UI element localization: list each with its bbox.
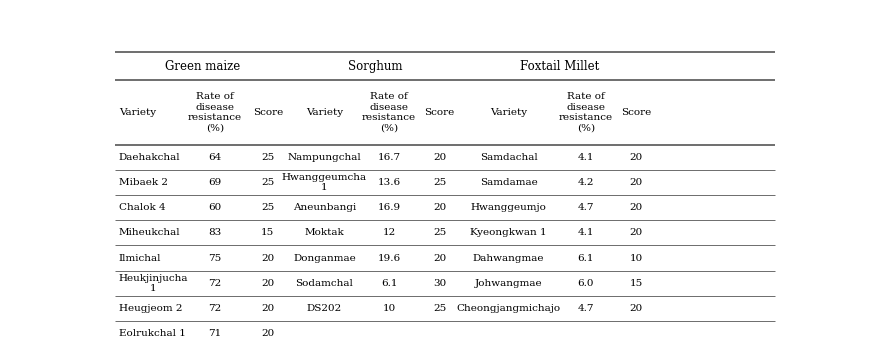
Text: 6.0: 6.0 [578, 279, 594, 288]
Text: Cheongjangmichajo: Cheongjangmichajo [456, 304, 561, 313]
Text: Ilmichal: Ilmichal [119, 254, 162, 262]
Text: 6.1: 6.1 [578, 254, 594, 262]
Text: 25: 25 [433, 178, 447, 187]
Text: 75: 75 [208, 254, 222, 262]
Text: Daehakchal: Daehakchal [119, 153, 181, 162]
Text: Johwangmae: Johwangmae [474, 279, 542, 288]
Text: 64: 64 [208, 153, 222, 162]
Text: 20: 20 [630, 153, 643, 162]
Text: 20: 20 [433, 203, 447, 212]
Text: 69: 69 [208, 178, 222, 187]
Text: 71: 71 [208, 329, 222, 338]
Text: 15: 15 [630, 279, 643, 288]
Text: Chalok 4: Chalok 4 [119, 203, 165, 212]
Text: 25: 25 [262, 153, 275, 162]
Text: Aneunbangi: Aneunbangi [293, 203, 356, 212]
Text: Score: Score [621, 108, 652, 117]
Text: 20: 20 [630, 228, 643, 237]
Text: Donganmae: Donganmae [293, 254, 355, 262]
Text: 15: 15 [262, 228, 275, 237]
Text: 25: 25 [433, 228, 447, 237]
Text: Variety: Variety [306, 108, 343, 117]
Text: 10: 10 [630, 254, 643, 262]
Text: DS202: DS202 [307, 304, 342, 313]
Text: 20: 20 [630, 203, 643, 212]
Text: Sodamchal: Sodamchal [295, 279, 354, 288]
Text: Hwanggeumjo: Hwanggeumjo [471, 203, 547, 212]
Text: 19.6: 19.6 [377, 254, 401, 262]
Text: 20: 20 [262, 304, 275, 313]
Text: 10: 10 [382, 304, 395, 313]
Text: Variety: Variety [490, 108, 527, 117]
Text: Rate of
disease
resistance
(%): Rate of disease resistance (%) [559, 92, 613, 132]
Text: 12: 12 [382, 228, 395, 237]
Text: Rate of
disease
resistance
(%): Rate of disease resistance (%) [362, 92, 416, 132]
Text: Mibaek 2: Mibaek 2 [119, 178, 168, 187]
Text: 4.7: 4.7 [578, 203, 594, 212]
Text: Samdachal: Samdachal [480, 153, 538, 162]
Text: Kyeongkwan 1: Kyeongkwan 1 [470, 228, 547, 237]
Text: 60: 60 [208, 203, 222, 212]
Text: Miheukchal: Miheukchal [119, 228, 181, 237]
Text: 20: 20 [433, 153, 447, 162]
Text: 72: 72 [208, 304, 222, 313]
Text: 4.1: 4.1 [578, 153, 594, 162]
Text: 20: 20 [630, 178, 643, 187]
Text: Green maize: Green maize [164, 60, 240, 72]
Text: Sorghum: Sorghum [348, 60, 402, 72]
Text: Samdamae: Samdamae [480, 178, 538, 187]
Text: 4.1: 4.1 [578, 228, 594, 237]
Text: Hwanggeumcha
1: Hwanggeumcha 1 [282, 173, 367, 192]
Text: 25: 25 [262, 178, 275, 187]
Text: Nampungchal: Nampungchal [288, 153, 362, 162]
Text: 83: 83 [208, 228, 222, 237]
Text: 20: 20 [433, 254, 447, 262]
Text: 4.7: 4.7 [578, 304, 594, 313]
Text: 25: 25 [262, 203, 275, 212]
Text: 16.7: 16.7 [377, 153, 401, 162]
Text: 20: 20 [630, 304, 643, 313]
Text: 20: 20 [262, 254, 275, 262]
Text: 25: 25 [433, 304, 447, 313]
Text: Heugjeom 2: Heugjeom 2 [119, 304, 182, 313]
Text: Score: Score [253, 108, 283, 117]
Text: 72: 72 [208, 279, 222, 288]
Text: Score: Score [425, 108, 454, 117]
Text: 20: 20 [262, 279, 275, 288]
Text: Moktak: Moktak [305, 228, 344, 237]
Text: Dahwangmae: Dahwangmae [473, 254, 544, 262]
Text: Eolrukchal 1: Eolrukchal 1 [119, 329, 186, 338]
Text: 16.9: 16.9 [377, 203, 401, 212]
Text: 13.6: 13.6 [377, 178, 401, 187]
Text: 4.2: 4.2 [578, 178, 594, 187]
Text: Heukjinjucha
1: Heukjinjucha 1 [119, 274, 189, 293]
Text: 6.1: 6.1 [381, 279, 397, 288]
Text: Variety: Variety [119, 108, 156, 117]
Text: Rate of
disease
resistance
(%): Rate of disease resistance (%) [188, 92, 242, 132]
Text: 20: 20 [262, 329, 275, 338]
Text: 30: 30 [433, 279, 447, 288]
Text: Foxtail Millet: Foxtail Millet [520, 60, 599, 72]
